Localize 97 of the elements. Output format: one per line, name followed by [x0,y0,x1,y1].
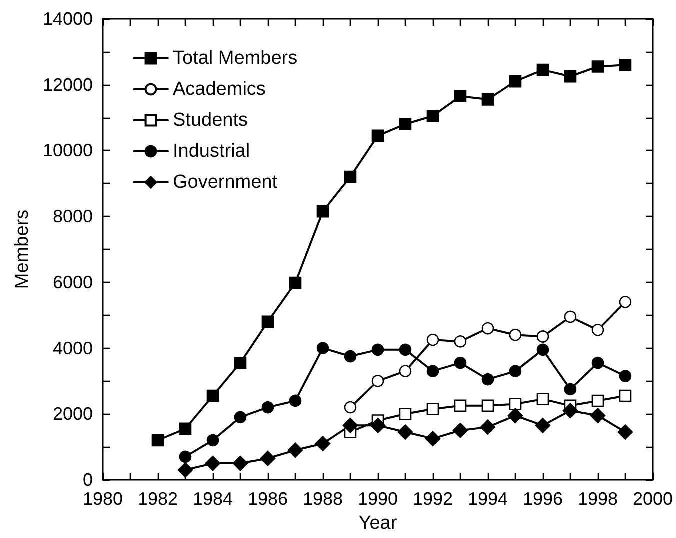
y-tick-label: 8000 [52,206,93,227]
point [564,70,577,83]
point [454,90,467,103]
point [454,400,467,412]
y-tick-label: 12000 [42,74,93,95]
x-tick-label: 2000 [632,489,673,509]
point [619,58,632,72]
point [344,170,357,184]
point [206,434,220,447]
point [342,418,358,434]
legend-label: Total Members [173,48,298,69]
point [399,344,412,356]
point [454,356,467,370]
point [179,422,192,436]
point [482,400,494,412]
point [509,75,522,88]
legend-label: Academics [173,79,266,100]
x-tick-label: 1996 [522,489,564,509]
point [232,456,248,472]
point [399,408,412,420]
legend-label: Industrial [173,141,250,162]
point [508,408,524,424]
point [425,431,441,446]
x-axis-title: Year [358,513,398,534]
x-tick-label: 1990 [358,489,398,509]
point [260,450,276,466]
point [619,370,632,382]
x-tick-label: 1980 [82,489,124,509]
point [618,424,634,440]
point [316,205,330,218]
point [399,118,412,131]
point [619,390,632,402]
point [509,365,522,378]
point [536,64,550,76]
point [152,434,164,447]
point [372,130,384,142]
x-tick-label: 1982 [138,489,178,509]
point [592,356,604,370]
x-tick-label: 1998 [578,489,618,509]
point [234,356,247,370]
point [426,334,440,346]
point [482,322,494,335]
point [426,365,440,378]
point [179,450,192,464]
point [480,420,496,435]
point [509,328,522,342]
point [592,394,604,408]
point [316,342,330,354]
point [234,411,247,424]
point [564,383,577,396]
point [344,350,357,363]
legend-label: Government [173,172,278,193]
point [372,375,384,388]
point [398,424,414,440]
point [262,316,274,328]
y-axis-title: Members [12,210,34,290]
point [399,365,412,378]
point [452,422,468,438]
point [564,310,577,324]
x-tick-label: 1986 [248,489,288,509]
point [562,403,578,418]
point [205,456,221,472]
point [536,393,550,406]
y-tick-label: 6000 [52,272,93,292]
y-tick-label: 14000 [42,9,93,29]
point [289,276,302,290]
point [535,418,551,434]
x-tick-label: 1992 [412,489,454,509]
point [315,436,331,452]
point [426,403,440,416]
x-tick-label: 1984 [192,489,234,509]
point [592,324,604,336]
point [370,418,386,434]
y-tick-label: 10000 [42,140,93,161]
point [426,110,440,122]
point [178,462,194,478]
point [262,401,274,414]
y-tick-label: 2000 [52,404,93,424]
point [206,390,220,402]
point [590,408,606,424]
point [536,330,550,343]
point [536,344,550,356]
point [619,296,632,308]
point [288,442,304,458]
x-tick-label: 1988 [302,489,344,509]
point [454,336,467,348]
y-tick-label: 0 [82,470,93,490]
point [482,94,494,106]
legend-label: Students [173,110,248,131]
point [344,401,357,414]
point [372,344,384,356]
point [289,394,302,408]
point [482,373,494,386]
x-tick-label: 1994 [468,489,508,509]
y-tick-label: 4000 [52,338,93,358]
point [592,60,604,73]
point [509,398,522,410]
